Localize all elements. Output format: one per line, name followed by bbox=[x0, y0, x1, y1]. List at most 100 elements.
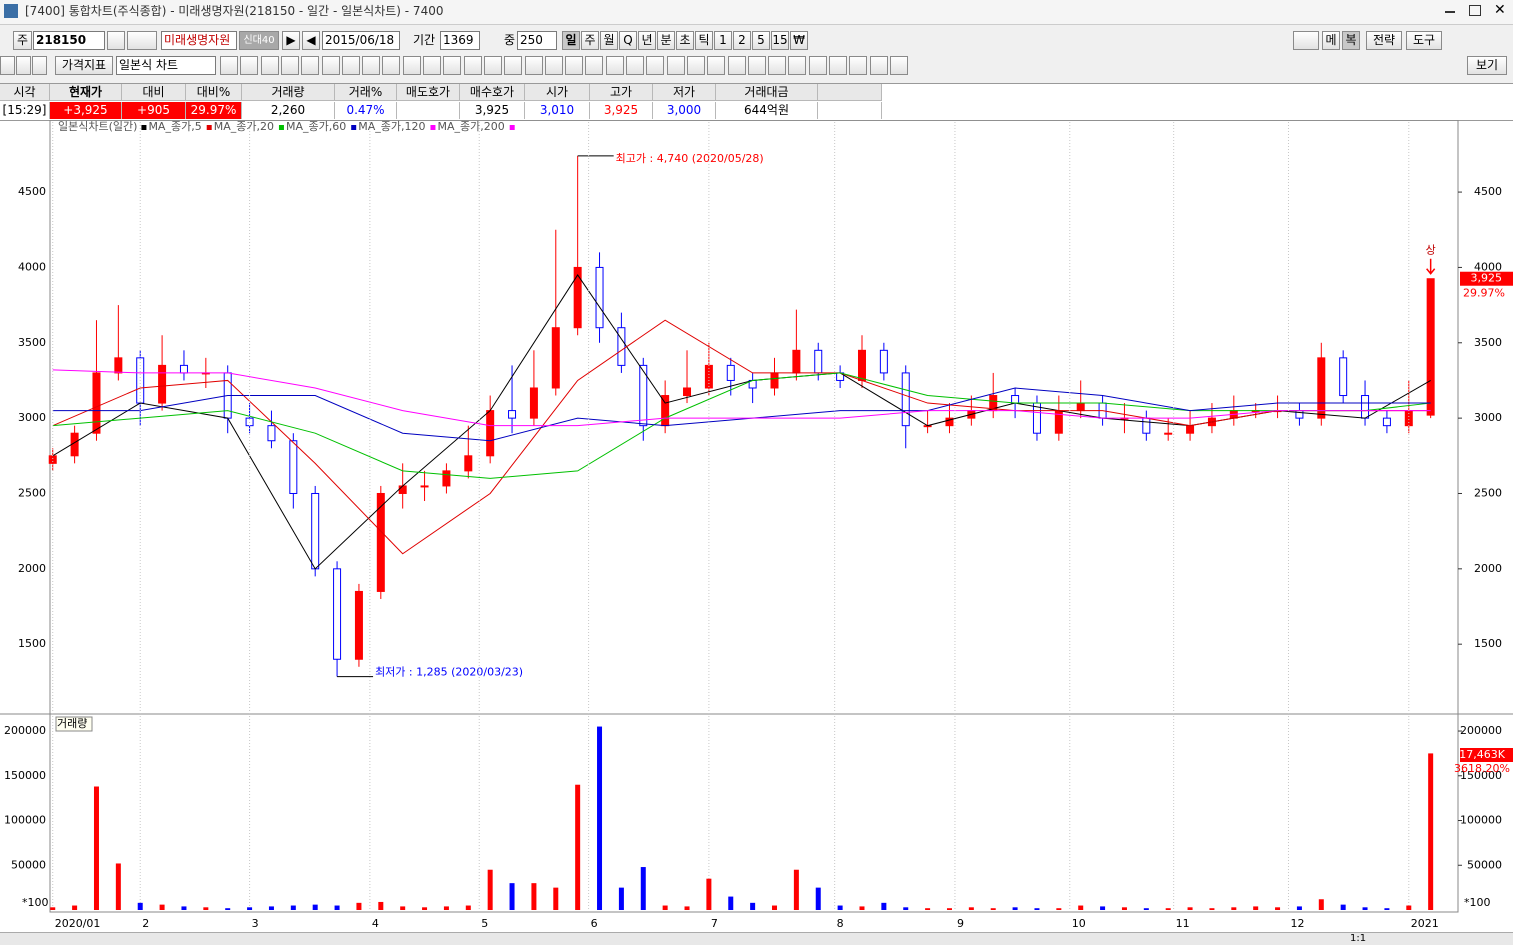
tool-icon[interactable] bbox=[504, 56, 523, 75]
period-button[interactable]: 1 bbox=[714, 31, 732, 50]
tool-icon[interactable] bbox=[869, 56, 888, 75]
tool-button[interactable]: 메 bbox=[1322, 31, 1340, 50]
volume-bar bbox=[1275, 907, 1281, 910]
view[interactable]: 보기 bbox=[1467, 56, 1507, 75]
period-button[interactable]: 5 bbox=[752, 31, 770, 50]
volume-bar bbox=[1296, 906, 1302, 910]
last-volume-box bbox=[1460, 748, 1513, 762]
candle-body bbox=[1317, 357, 1326, 419]
tool-icon[interactable] bbox=[829, 56, 847, 75]
period-button[interactable]: ₩ bbox=[790, 31, 808, 50]
quote-value bbox=[397, 102, 460, 119]
date-input[interactable]: 2015/06/18 bbox=[322, 31, 400, 50]
search[interactable] bbox=[107, 31, 125, 50]
tool-icon[interactable] bbox=[788, 56, 807, 75]
maximize[interactable] bbox=[1469, 5, 1481, 16]
volume-bar bbox=[1165, 908, 1171, 910]
period-button[interactable]: 초 bbox=[676, 31, 694, 50]
period-button[interactable]: 분 bbox=[657, 31, 675, 50]
tool-icon[interactable] bbox=[402, 56, 421, 75]
quote-header: 저가 bbox=[653, 84, 716, 101]
tool-icon[interactable] bbox=[362, 56, 381, 75]
quote-table: 시각 [15:29] 현재가 +3,925 대비 +905 대비% 29.97% 거래량 2,26… bbox=[0, 83, 1513, 121]
tool-icon[interactable] bbox=[626, 56, 644, 75]
period-button[interactable]: 15 bbox=[771, 31, 789, 50]
tool-icon[interactable] bbox=[889, 56, 908, 75]
tool-icon[interactable] bbox=[686, 56, 705, 75]
chart-kind[interactable]: 일본식 차트 bbox=[116, 56, 216, 75]
tool-icon[interactable] bbox=[605, 56, 624, 75]
tool-icon[interactable] bbox=[565, 56, 584, 75]
sort[interactable] bbox=[127, 31, 157, 50]
tool-icon[interactable] bbox=[707, 56, 726, 75]
candle-body bbox=[333, 568, 342, 660]
volume-bar bbox=[881, 902, 887, 910]
tool-button[interactable]: 복 bbox=[1342, 31, 1360, 50]
volume-bar bbox=[1362, 907, 1368, 910]
tool-icon[interactable] bbox=[260, 56, 279, 75]
period-button[interactable]: 년 bbox=[638, 31, 656, 50]
market[interactable]: 주 bbox=[13, 31, 32, 50]
period-button[interactable]: 2 bbox=[733, 31, 751, 50]
tool-button[interactable]: 전략 bbox=[1366, 31, 1402, 50]
tool-icon[interactable] bbox=[646, 56, 665, 75]
tool-icon[interactable] bbox=[768, 56, 787, 75]
period-input[interactable]: 1369 bbox=[440, 31, 480, 50]
tool-icon[interactable] bbox=[747, 56, 766, 75]
legend-swatch bbox=[351, 125, 357, 130]
minimize[interactable] bbox=[1445, 11, 1455, 13]
cloud[interactable] bbox=[1293, 31, 1319, 50]
nav-icon[interactable] bbox=[32, 56, 47, 75]
tool-icon[interactable] bbox=[666, 56, 685, 75]
next[interactable]: ▶ bbox=[282, 31, 300, 50]
tool-button[interactable]: 도구 bbox=[1406, 31, 1442, 50]
y-tick-label: 4500 bbox=[18, 185, 46, 198]
volume-bar bbox=[1100, 906, 1106, 910]
indicator[interactable]: 가격지표 bbox=[55, 56, 113, 75]
y-tick-label: 4000 bbox=[1474, 260, 1502, 273]
x-tick-label: 9 bbox=[957, 917, 964, 930]
legend-swatch bbox=[509, 125, 515, 130]
tool-icon[interactable] bbox=[301, 56, 320, 75]
quote-value: +3,925 bbox=[50, 102, 122, 119]
legend-label: MA_종가,120 bbox=[358, 120, 425, 133]
period-button[interactable]: 틱 bbox=[695, 31, 713, 50]
tool-icon[interactable] bbox=[382, 56, 401, 75]
code-input[interactable]: 218150 bbox=[33, 31, 105, 50]
title-bar: [7400] 통합차트(주식종합) - 미래생명자원(218150 - 일간 -… bbox=[0, 0, 1513, 25]
period-button[interactable]: Q bbox=[619, 31, 637, 50]
y-tick-label: 3000 bbox=[1474, 411, 1502, 424]
tool-icon[interactable] bbox=[423, 56, 441, 75]
tool-icon[interactable] bbox=[585, 56, 604, 75]
period-button[interactable]: 일 bbox=[562, 31, 580, 50]
volume-bar bbox=[925, 908, 931, 910]
tool-icon[interactable] bbox=[280, 56, 299, 75]
legend-label: MA_종가,5 bbox=[148, 120, 201, 133]
tool-icon[interactable] bbox=[544, 56, 563, 75]
tool-icon[interactable] bbox=[463, 56, 482, 75]
tool-icon[interactable] bbox=[849, 56, 868, 75]
period-button[interactable]: 월 bbox=[600, 31, 618, 50]
tool-icon[interactable] bbox=[240, 56, 259, 75]
tool-icon[interactable] bbox=[524, 56, 543, 75]
nav-icon[interactable] bbox=[16, 56, 31, 75]
period-label: 기간 bbox=[413, 33, 436, 47]
tool-icon[interactable] bbox=[341, 56, 360, 75]
candle-body bbox=[1339, 357, 1348, 397]
tool-icon[interactable] bbox=[727, 56, 746, 75]
volume-bar bbox=[1012, 907, 1018, 910]
nav-icon[interactable] bbox=[0, 56, 15, 75]
close[interactable]: ✕ bbox=[1494, 2, 1506, 18]
tool-icon[interactable] bbox=[483, 56, 502, 75]
prev[interactable]: ◀ bbox=[302, 31, 320, 50]
period-button[interactable]: 주 bbox=[581, 31, 599, 50]
quote-header: 매수호가 bbox=[460, 84, 525, 101]
tool-icon[interactable] bbox=[808, 56, 827, 75]
tool-icon[interactable] bbox=[443, 56, 462, 75]
tool-icon[interactable] bbox=[220, 56, 238, 75]
tool-icon[interactable] bbox=[321, 56, 340, 75]
window-title: [7400] 통합차트(주식종합) - 미래생명자원(218150 - 일간 -… bbox=[25, 4, 444, 18]
volume-bar bbox=[268, 906, 274, 910]
count-input[interactable]: 250 bbox=[517, 31, 557, 50]
quote-value: 2,260 bbox=[242, 102, 335, 119]
